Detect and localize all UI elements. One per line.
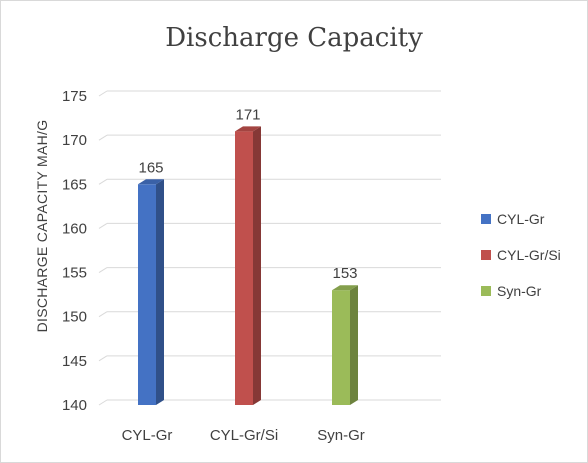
x-tick-label: CYL-Gr/Si [210,427,278,444]
bar-top [138,179,164,185]
legend: CYL-Gr CYL-Gr/Si Syn-Gr [481,211,561,299]
gridline-depth [98,355,108,362]
gridline-depth [98,267,108,273]
legend-swatch [481,286,491,296]
legend-label: CYL-Gr/Si [497,247,561,263]
bar-side [350,285,358,405]
y-tick-label: 165 [62,176,87,193]
bar-side [253,126,261,406]
bar [235,131,253,406]
bar-side [156,179,164,405]
bars [138,126,358,406]
bar-top [235,126,261,132]
y-axis-label: DISCHARGE CAPACITY MAH/G [34,120,50,333]
gridline-depth [98,223,108,229]
y-tick-label: 155 [62,265,87,282]
chart-title: Discharge Capacity [165,23,423,53]
y-tick-label: 175 [62,88,87,105]
y-tick-label: 145 [62,353,87,370]
data-label: 171 [235,106,260,123]
bar [138,184,156,405]
x-tick-label: Syn-Gr [317,427,365,444]
bar-top [332,285,358,291]
legend-label: Syn-Gr [497,283,542,299]
legend-swatch [481,250,491,260]
x-tick-label: CYL-Gr [122,427,173,444]
legend-swatch [481,214,491,224]
y-tick-label: 170 [62,132,87,149]
data-label: 153 [332,265,357,282]
gridline-depth [98,399,108,406]
y-tick-label: 160 [62,220,87,237]
gridline-depth [98,178,108,185]
tick-labels: 140 145 150 155 160 165 170 175 165 CYL-Gr 171 CYL-… [62,88,365,444]
legend-label: CYL-Gr [497,211,545,227]
gridline-depth [98,311,108,318]
y-tick-label: 140 [62,397,87,414]
bar [332,290,350,405]
gridline-depth [98,134,108,141]
gridline-depth [98,90,108,97]
data-label: 165 [138,159,163,176]
y-tick-label: 150 [62,309,87,326]
